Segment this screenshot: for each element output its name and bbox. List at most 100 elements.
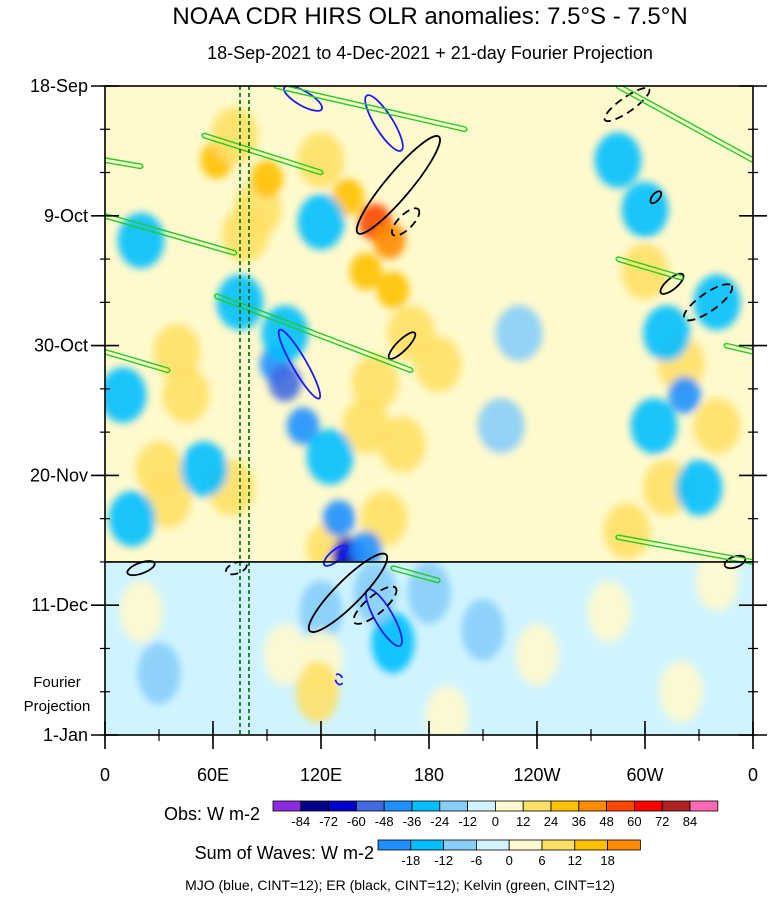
anomaly-blob: [621, 181, 669, 238]
anomaly-blob: [286, 407, 320, 445]
obs-colorbar-swatch: [494, 800, 524, 812]
obs-colorbar-swatch: [578, 800, 607, 812]
anomaly-blob: [693, 274, 741, 331]
chart-subtitle: 18-Sep-2021 to 4-Dec-2021 + 21-day Fouri…: [207, 43, 653, 63]
er-contour: [355, 135, 441, 235]
anomaly-blob: [250, 160, 284, 198]
obs-colorbar-swatch: [634, 800, 663, 812]
anomaly-blob: [117, 212, 165, 269]
waves-colorbar-swatch: [410, 839, 444, 851]
anomaly-blob: [268, 364, 302, 402]
er-contour: [352, 585, 398, 625]
x-tick-label: 60E: [197, 765, 229, 785]
obs-colorbar-label: 48: [599, 814, 613, 829]
obs-colorbar-swatch: [328, 800, 357, 812]
projection-label-line1: Fourier: [33, 674, 81, 691]
anomaly-blob: [322, 500, 356, 538]
er-contour: [126, 560, 156, 577]
anomaly-blob: [351, 354, 399, 411]
obs-colorbar-swatch: [300, 800, 329, 812]
anomaly-blob: [144, 472, 192, 528]
er-contour: [307, 552, 389, 633]
y-tick-label: 1-Jan: [43, 725, 88, 745]
kelvin-contour: [105, 212, 238, 256]
obs-colorbar-swatch: [606, 800, 635, 812]
waves-colorbar-swatch: [607, 839, 641, 851]
plot-area: [104, 85, 754, 736]
waves-colorbar-label: Sum of Waves: W m-2: [195, 843, 374, 863]
anomaly-blob: [643, 305, 690, 362]
mjo-contour: [364, 94, 404, 152]
kelvin-contour: [390, 565, 441, 584]
x-tick-label: 180: [414, 765, 444, 785]
chart-title: NOAA CDR HIRS OLR anomalies: 7.5°S - 7.5…: [172, 3, 687, 30]
er-contour: [603, 87, 651, 123]
obs-colorbar-swatch: [411, 800, 441, 812]
obs-colorbar-swatch: [550, 800, 580, 812]
reference-lines: [239, 86, 250, 735]
anomaly-blob: [349, 252, 383, 290]
anomaly-blob: [342, 398, 390, 454]
er-contour: [387, 331, 417, 360]
y-tick-label: 11-Dec: [31, 595, 88, 615]
anomaly-blob: [297, 132, 345, 188]
obs-colorbar-label: -12: [458, 814, 477, 829]
anomaly-blob: [373, 221, 406, 260]
waves-colorbar-swatch: [541, 839, 576, 851]
x-tick-label: 60W: [626, 765, 663, 785]
obs-colorbar: -84 -72 -60 -48 -36 -24 -12 0 12 24 36 48 60 72 84: [272, 800, 719, 829]
obs-colorbar-label: 36: [572, 814, 586, 829]
anomaly-blob: [414, 336, 462, 392]
obs-colorbar-label: -36: [403, 814, 422, 829]
kelvin-contour: [213, 293, 414, 374]
x-tick-label: 0: [100, 765, 110, 785]
obs-colorbar-label: -84: [291, 814, 310, 829]
waves-colorbar: -18 -12 -6 0 6 12 18: [377, 839, 641, 868]
x-tick-label: 120E: [300, 765, 342, 785]
y-tick-label: 18-Sep: [30, 76, 88, 96]
anomaly-blob: [594, 132, 642, 188]
obs-colorbar-label: -48: [375, 814, 394, 829]
obs-colorbar-swatch: [689, 800, 719, 812]
y-tick-label: 20-Nov: [30, 465, 88, 485]
anomaly-blob: [108, 490, 156, 547]
obs-colorbar-label: -72: [319, 814, 338, 829]
waves-colorbar-swatch: [443, 839, 477, 851]
mjo-contour: [334, 673, 344, 686]
mjo-contour: [277, 328, 322, 400]
anomaly-blob: [297, 194, 345, 250]
obs-colorbar-swatch: [383, 800, 413, 812]
projection-blob: [695, 561, 739, 612]
anomaly-blob: [349, 531, 383, 561]
kelvin-contour: [105, 348, 171, 374]
anomaly-blob: [376, 271, 410, 309]
x-tick-label: 120W: [513, 765, 560, 785]
waves-colorbar-label: 6: [538, 853, 545, 868]
waves-colorbar-label: -18: [401, 853, 420, 868]
obs-colorbar-label: -24: [430, 814, 449, 829]
wave-contours: [105, 86, 753, 686]
footnote: MJO (blue, CINT=12); ER (black, CINT=12)…: [185, 877, 615, 893]
y-axis: 18-Sep 9-Oct 30-Oct 20-Nov 11-Dec 1-Jan: [30, 76, 767, 745]
obs-colorbar-swatch: [661, 800, 691, 812]
obs-colorbar-swatch: [355, 800, 385, 812]
obs-colorbar-swatch: [439, 800, 468, 812]
obs-colorbar-swatch: [522, 800, 552, 812]
anomaly-blob: [222, 206, 269, 263]
projection-blob: [299, 580, 343, 643]
anomaly-blob: [162, 367, 210, 423]
obs-colorbar-swatch: [467, 800, 496, 812]
kelvin-contour: [105, 157, 144, 170]
obs-colorbar-swatch: [272, 800, 302, 812]
waves-colorbar-swatch: [508, 839, 543, 851]
projection-blob: [295, 660, 339, 723]
waves-colorbar-label: 18: [600, 853, 614, 868]
obs-colorbar-label: 72: [655, 814, 669, 829]
kelvin-contour: [201, 132, 324, 176]
waves-colorbar-label: 0: [506, 853, 513, 868]
obs-colorbar-label: -60: [347, 814, 366, 829]
obs-colorbar-label: 84: [683, 814, 697, 829]
x-tick-label: 0: [748, 765, 758, 785]
anomaly-blob: [477, 398, 525, 454]
anomaly-blob: [630, 398, 678, 454]
